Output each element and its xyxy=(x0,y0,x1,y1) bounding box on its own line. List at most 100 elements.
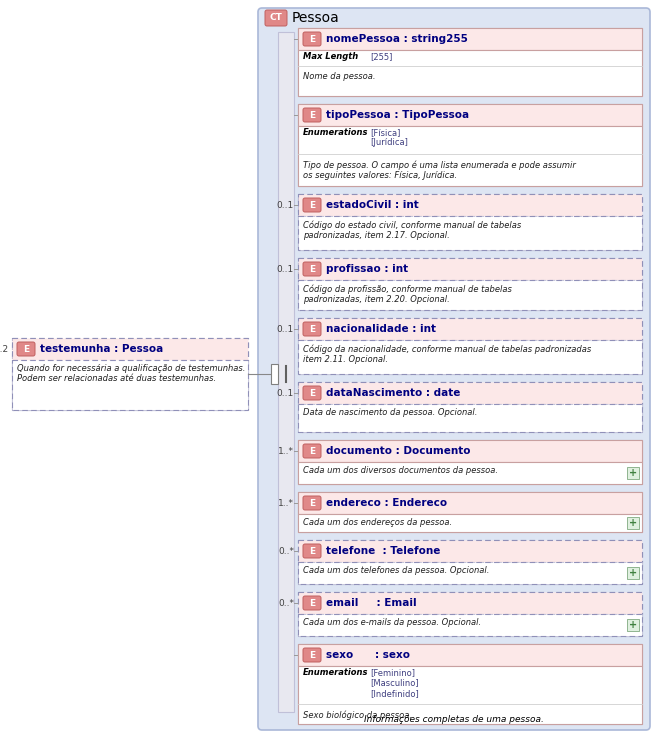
Bar xyxy=(12,338,248,410)
Text: telefone  : Telefone: telefone : Telefone xyxy=(326,546,440,556)
FancyBboxPatch shape xyxy=(303,596,321,610)
FancyBboxPatch shape xyxy=(303,444,321,458)
Bar xyxy=(298,492,642,514)
Bar xyxy=(298,666,642,724)
Bar xyxy=(298,462,642,484)
Text: E: E xyxy=(309,650,315,659)
Text: +: + xyxy=(629,620,637,630)
Bar xyxy=(298,644,642,666)
Text: Enumerations: Enumerations xyxy=(303,668,368,677)
Bar xyxy=(298,258,642,280)
Text: Tipo de pessoa. O campo é uma lista enumerada e pode assumir
os seguintes valore: Tipo de pessoa. O campo é uma lista enum… xyxy=(303,160,576,180)
Text: [Feminino]
[Masculino]
[Indefinido]: [Feminino] [Masculino] [Indefinido] xyxy=(370,668,419,698)
Text: 0..2: 0..2 xyxy=(0,344,8,353)
Text: Pessoa: Pessoa xyxy=(292,11,340,25)
Text: Cada um dos endereços da pessoa.: Cada um dos endereços da pessoa. xyxy=(303,518,452,527)
Text: Informações completas de uma pessoa.: Informações completas de uma pessoa. xyxy=(364,715,544,724)
Text: email     : Email: email : Email xyxy=(326,598,416,608)
Text: E: E xyxy=(309,598,315,607)
Text: estadoCivil : int: estadoCivil : int xyxy=(326,200,419,210)
Bar xyxy=(298,104,642,126)
Text: E: E xyxy=(309,34,315,43)
Text: E: E xyxy=(309,110,315,119)
Bar xyxy=(298,318,642,374)
Bar xyxy=(298,592,642,636)
Text: 0..1: 0..1 xyxy=(277,325,294,334)
Text: [255]: [255] xyxy=(370,52,393,61)
Bar xyxy=(627,467,639,479)
Bar xyxy=(298,440,642,484)
Text: nomePessoa : string255: nomePessoa : string255 xyxy=(326,34,468,44)
Text: 0..1: 0..1 xyxy=(277,200,294,209)
Text: Quando for necessária a qualificação de testemunhas.
Podem ser relacionadas até : Quando for necessária a qualificação de … xyxy=(17,364,245,384)
Text: E: E xyxy=(309,547,315,556)
Text: E: E xyxy=(309,446,315,455)
Text: E: E xyxy=(309,498,315,507)
Bar xyxy=(298,194,642,250)
Text: Código da nacionalidade, conforme manual de tabelas padronizadas
item 2.11. Opci: Código da nacionalidade, conforme manual… xyxy=(303,344,591,364)
Text: 0..*: 0..* xyxy=(278,598,294,607)
Bar xyxy=(298,194,642,216)
FancyBboxPatch shape xyxy=(265,10,287,26)
Bar xyxy=(298,644,642,724)
Text: +: + xyxy=(629,568,637,578)
Bar xyxy=(298,382,642,404)
Bar xyxy=(298,50,642,96)
Bar xyxy=(298,280,642,310)
Text: [Física]
[Jurídica]: [Física] [Jurídica] xyxy=(370,128,408,148)
FancyBboxPatch shape xyxy=(303,544,321,558)
Bar xyxy=(298,592,642,614)
Text: documento : Documento: documento : Documento xyxy=(326,446,471,456)
Text: tipoPessoa : TipoPessoa: tipoPessoa : TipoPessoa xyxy=(326,110,469,120)
FancyBboxPatch shape xyxy=(303,386,321,400)
Bar xyxy=(278,32,294,712)
Text: 1..*: 1..* xyxy=(278,498,294,507)
Text: E: E xyxy=(309,200,315,209)
Text: 0..1: 0..1 xyxy=(277,388,294,398)
Bar xyxy=(12,360,248,410)
Text: Sexo biológico da pessoa.: Sexo biológico da pessoa. xyxy=(303,710,412,720)
Text: E: E xyxy=(309,264,315,273)
FancyBboxPatch shape xyxy=(303,198,321,212)
FancyBboxPatch shape xyxy=(303,32,321,46)
Bar xyxy=(627,619,639,631)
Bar xyxy=(298,104,642,186)
Text: Max Length: Max Length xyxy=(303,52,358,61)
Text: E: E xyxy=(309,325,315,334)
Text: CT: CT xyxy=(270,13,282,22)
Text: nacionalidade : int: nacionalidade : int xyxy=(326,324,436,334)
Text: 0..*: 0..* xyxy=(278,547,294,556)
Text: endereco : Endereco: endereco : Endereco xyxy=(326,498,447,508)
Text: 0..1: 0..1 xyxy=(277,264,294,273)
FancyBboxPatch shape xyxy=(303,322,321,336)
FancyBboxPatch shape xyxy=(303,262,321,276)
Text: Nome da pessoa.: Nome da pessoa. xyxy=(303,72,375,81)
Bar xyxy=(271,364,278,384)
Text: testemunha : Pessoa: testemunha : Pessoa xyxy=(40,344,163,354)
Text: profissao : int: profissao : int xyxy=(326,264,408,274)
Bar xyxy=(298,318,642,340)
FancyBboxPatch shape xyxy=(258,8,650,730)
Text: E: E xyxy=(23,344,29,353)
Bar xyxy=(627,567,639,579)
Bar xyxy=(298,216,642,250)
Text: Cada um dos telefones da pessoa. Opcional.: Cada um dos telefones da pessoa. Opciona… xyxy=(303,566,489,575)
FancyBboxPatch shape xyxy=(303,108,321,122)
Bar xyxy=(298,514,642,532)
Bar xyxy=(298,382,642,432)
Bar xyxy=(298,492,642,532)
Bar xyxy=(298,28,642,96)
Bar xyxy=(298,614,642,636)
Text: Enumerations: Enumerations xyxy=(303,128,368,137)
Text: Cada um dos diversos documentos da pessoa.: Cada um dos diversos documentos da pesso… xyxy=(303,466,498,475)
Text: +: + xyxy=(629,468,637,478)
Bar xyxy=(298,440,642,462)
Bar xyxy=(298,340,642,374)
Text: dataNascimento : date: dataNascimento : date xyxy=(326,388,460,398)
Bar xyxy=(298,562,642,584)
Bar xyxy=(298,28,642,50)
FancyBboxPatch shape xyxy=(303,648,321,662)
Text: 1..*: 1..* xyxy=(278,446,294,455)
Text: Código da profissão, conforme manual de tabelas
padronizadas, item 2.20. Opciona: Código da profissão, conforme manual de … xyxy=(303,284,512,304)
Bar xyxy=(12,338,248,360)
